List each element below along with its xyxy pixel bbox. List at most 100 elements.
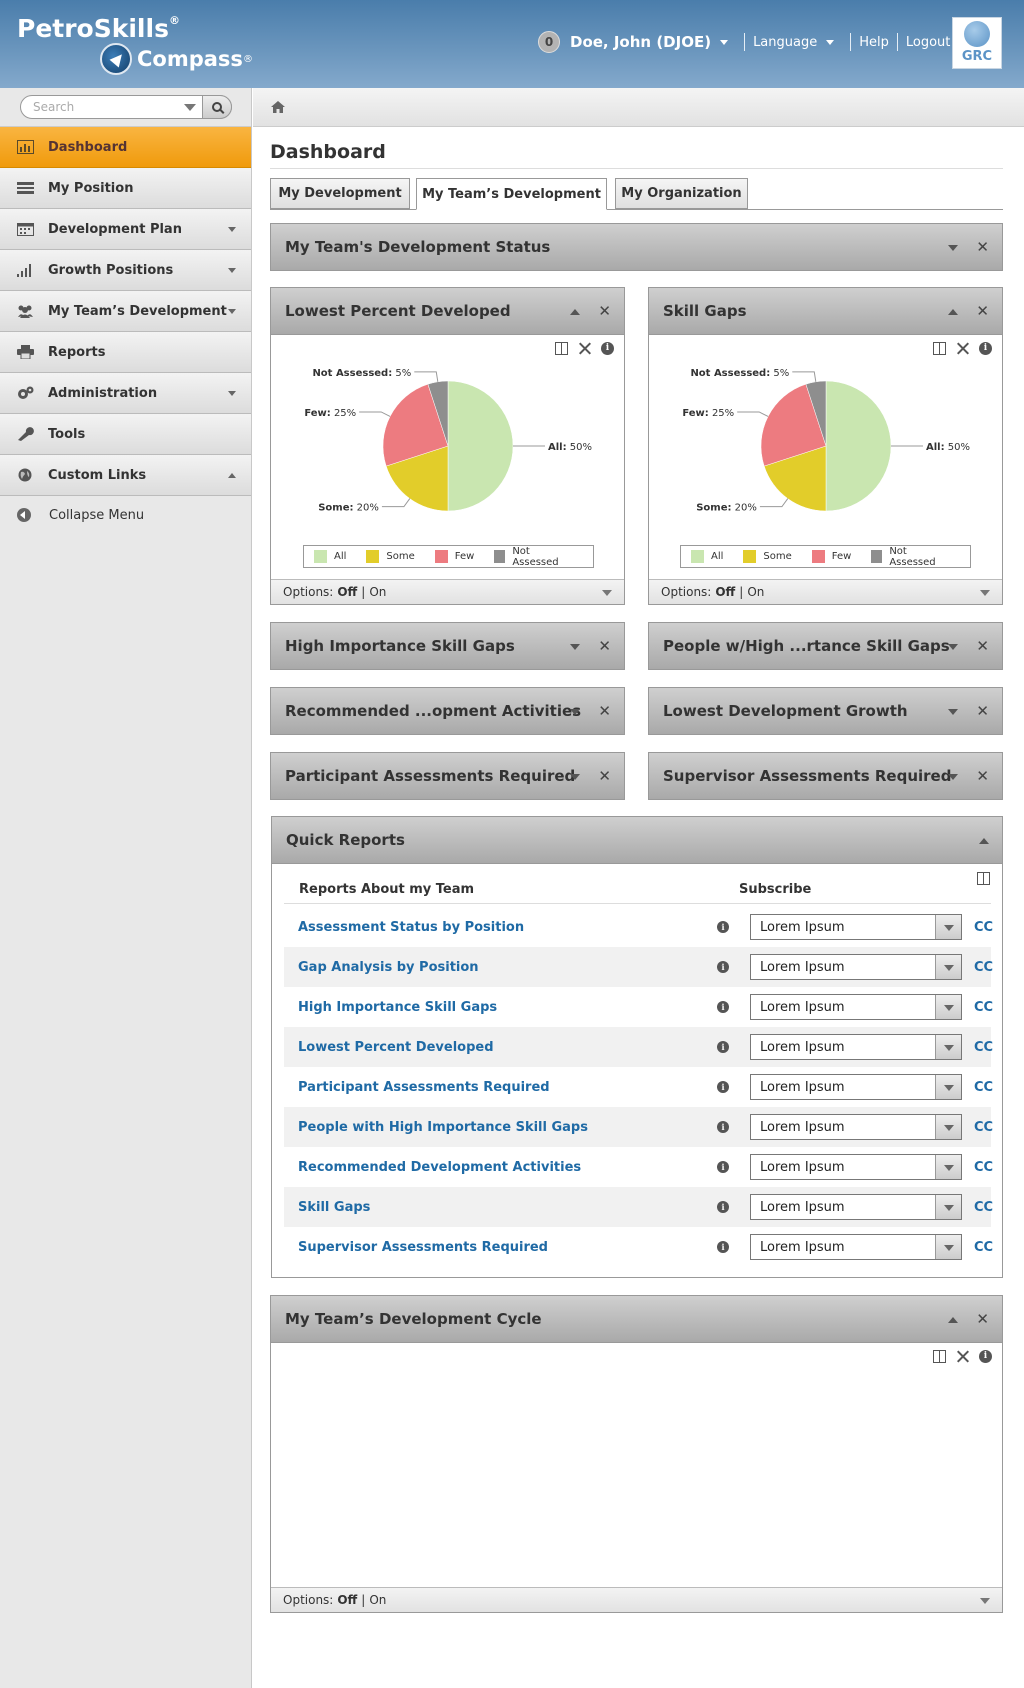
legend-entry[interactable]: Not Assessed [494, 546, 569, 568]
chevron-down-icon[interactable] [228, 227, 236, 232]
report-link[interactable]: Assessment Status by Position [298, 919, 525, 935]
tab-my-development[interactable]: My Development [270, 178, 410, 209]
chevron-down-icon[interactable] [935, 1075, 961, 1099]
subscribe-select[interactable]: Lorem Ipsum [750, 1034, 962, 1060]
chevron-down-icon[interactable] [826, 39, 835, 45]
brand-logo[interactable]: PetroSkills® [17, 14, 180, 43]
info-icon[interactable]: i [717, 961, 729, 973]
subscribe-select[interactable]: Lorem Ipsum [750, 1194, 962, 1220]
close-icon[interactable]: ✕ [976, 238, 989, 256]
chevron-down-icon[interactable] [935, 1235, 961, 1259]
close-icon[interactable]: ✕ [976, 637, 989, 655]
info-icon[interactable]: i [717, 1081, 729, 1093]
chevron-down-icon[interactable] [184, 104, 196, 111]
chevron-down-icon[interactable] [935, 1035, 961, 1059]
subscribe-select[interactable]: Lorem Ipsum [750, 954, 962, 980]
chevron-down-icon[interactable] [720, 39, 729, 45]
columns-icon[interactable] [933, 1350, 946, 1363]
options-on[interactable]: On [369, 1593, 387, 1607]
chevron-down-icon[interactable] [948, 709, 958, 715]
chevron-down-icon[interactable] [935, 1115, 961, 1139]
sidebar-item-administration[interactable]: Administration [0, 373, 251, 414]
tab-my-teams-development[interactable]: My Team’s Development [416, 178, 607, 210]
chevron-down-icon[interactable] [980, 590, 990, 596]
report-link[interactable]: Supervisor Assessments Required [298, 1239, 548, 1255]
legend-entry[interactable]: All [314, 550, 346, 563]
expand-icon[interactable] [956, 1350, 969, 1363]
cc-link[interactable]: CC [974, 1159, 994, 1175]
legend-entry[interactable]: All [691, 550, 723, 563]
chevron-up-icon[interactable] [979, 838, 989, 844]
chevron-down-icon[interactable] [935, 995, 961, 1019]
info-icon[interactable]: i [717, 1201, 729, 1213]
legend-entry[interactable]: Some [743, 550, 792, 563]
subscribe-select[interactable]: Lorem Ipsum [750, 1154, 962, 1180]
cc-link[interactable]: CC [974, 1119, 994, 1135]
subscribe-select[interactable]: Lorem Ipsum [750, 1074, 962, 1100]
report-link[interactable]: Recommended Development Activities [298, 1159, 582, 1175]
chevron-down-icon[interactable] [935, 955, 961, 979]
pie-slice-all[interactable] [447, 380, 514, 512]
participant-assessments-required-panel[interactable]: Participant Assessments Required ✕ [270, 752, 625, 800]
cc-link[interactable]: CC [974, 1079, 994, 1095]
sidebar-item-custom-links[interactable]: Custom Links [0, 455, 251, 496]
chevron-down-icon[interactable] [570, 644, 580, 650]
report-link[interactable]: High Importance Skill Gaps [298, 999, 498, 1015]
pie-slice-some[interactable] [385, 445, 449, 512]
cc-link[interactable]: CC [974, 1199, 994, 1215]
cc-link[interactable]: CC [974, 919, 994, 935]
close-icon[interactable]: ✕ [598, 702, 611, 720]
report-link[interactable]: Participant Assessments Required [298, 1079, 550, 1095]
legend-entry[interactable]: Some [366, 550, 415, 563]
chevron-down-icon[interactable] [228, 268, 236, 273]
skill-gaps-panel-header[interactable]: Skill Gaps ✕ [648, 287, 1003, 335]
chevron-down-icon[interactable] [948, 644, 958, 650]
cc-link[interactable]: CC [974, 959, 994, 975]
report-link[interactable]: Gap Analysis by Position [298, 959, 479, 975]
quick-reports-panel-header[interactable]: Quick Reports [271, 816, 1003, 864]
options-on[interactable]: On [747, 585, 765, 599]
lowest-development-growth-panel[interactable]: Lowest Development Growth ✕ [648, 687, 1003, 735]
subscribe-select[interactable]: Lorem Ipsum [750, 1114, 962, 1140]
chevron-down-icon[interactable] [570, 774, 580, 780]
chevron-down-icon[interactable] [228, 391, 236, 396]
legend-entry[interactable]: Few [434, 550, 474, 563]
user-name-menu[interactable]: Doe, John (DJOE) [570, 33, 712, 51]
collapse-menu-button[interactable]: Collapse Menu [0, 496, 251, 534]
chevron-up-icon[interactable] [948, 1317, 958, 1323]
language-menu[interactable]: Language [753, 34, 818, 50]
chevron-down-icon[interactable] [948, 774, 958, 780]
logout-link[interactable]: Logout [905, 34, 951, 50]
chevron-down-icon[interactable] [948, 245, 958, 251]
chevron-up-icon[interactable] [948, 309, 958, 315]
lowest-percent-developed-panel-header[interactable]: Lowest Percent Developed ✕ [270, 287, 625, 335]
legend-entry[interactable]: Not Assessed [871, 546, 946, 568]
chevron-down-icon[interactable] [935, 1155, 961, 1179]
subscribe-select[interactable]: Lorem Ipsum [750, 914, 962, 940]
pie-slice-not-assessed[interactable] [427, 380, 449, 447]
subscribe-select[interactable]: Lorem Ipsum [750, 1234, 962, 1260]
cc-link[interactable]: CC [974, 1239, 994, 1255]
columns-icon[interactable] [977, 872, 990, 885]
chevron-down-icon[interactable] [935, 915, 961, 939]
options-on[interactable]: On [369, 585, 387, 599]
team-development-status-panel[interactable]: My Team's Development Status ✕ [270, 223, 1003, 271]
columns-icon[interactable] [555, 342, 568, 355]
chevron-down-icon[interactable] [570, 709, 580, 715]
chevron-down-icon[interactable] [935, 1195, 961, 1219]
info-icon[interactable]: i [717, 1121, 729, 1133]
grc-button[interactable]: GRC [952, 17, 1002, 69]
info-icon[interactable]: i [717, 921, 729, 933]
close-icon[interactable]: ✕ [598, 767, 611, 785]
chevron-down-icon[interactable] [602, 590, 612, 596]
development-cycle-panel-header[interactable]: My Team’s Development Cycle ✕ [270, 1295, 1003, 1343]
info-icon[interactable]: i [717, 1001, 729, 1013]
pie-slice-all[interactable] [825, 380, 892, 512]
close-icon[interactable]: ✕ [598, 302, 611, 320]
info-icon[interactable]: i [601, 342, 614, 355]
legend-entry[interactable]: Few [811, 550, 851, 563]
chevron-up-icon[interactable] [228, 473, 236, 478]
sidebar-item-tools[interactable]: Tools [0, 414, 251, 455]
notification-badge[interactable]: 0 [538, 31, 560, 53]
report-link[interactable]: People with High Importance Skill Gaps [298, 1119, 588, 1135]
